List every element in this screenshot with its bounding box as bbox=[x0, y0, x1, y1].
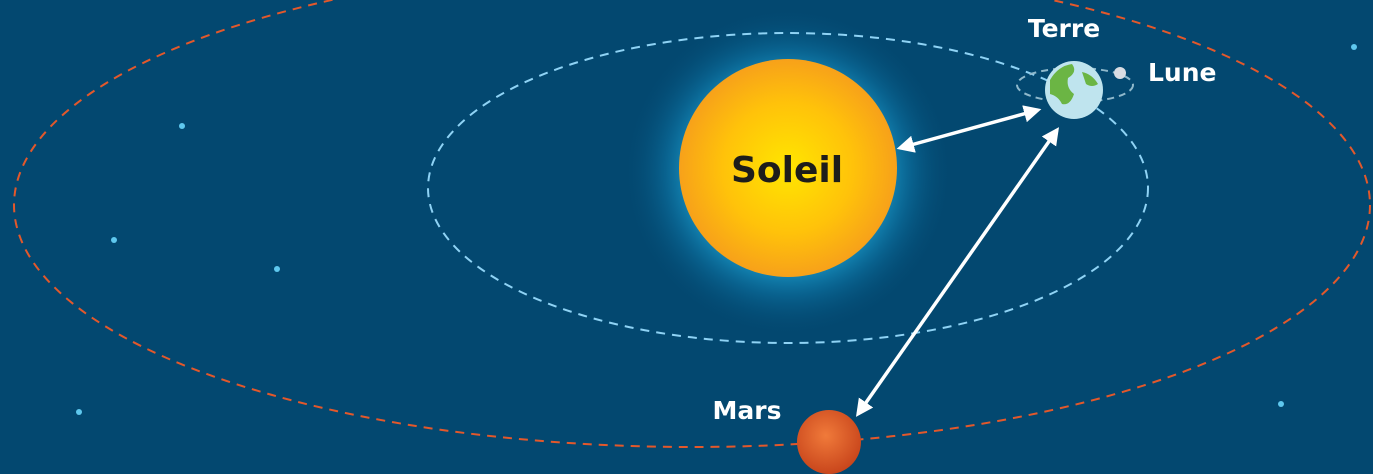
earth-label: Terre bbox=[1028, 14, 1100, 43]
mars-label: Mars bbox=[713, 396, 782, 425]
sun-label: Soleil bbox=[731, 150, 843, 191]
moon-label: Lune bbox=[1148, 58, 1216, 87]
mars bbox=[797, 410, 861, 474]
diagram: Soleil Terre Lune Mars bbox=[0, 0, 1373, 474]
moon bbox=[1114, 67, 1126, 79]
page: Soleil Terre Lune Mars (() => { const da… bbox=[0, 0, 1373, 474]
